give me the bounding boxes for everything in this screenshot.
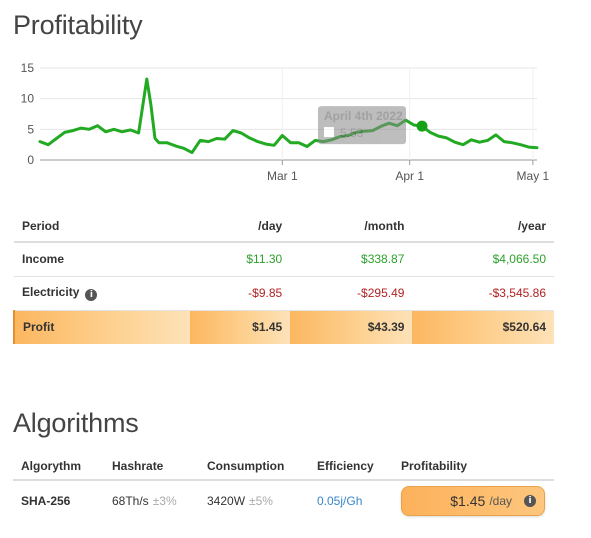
income-day: $11.30 <box>190 242 291 277</box>
tooltip-box <box>317 106 406 145</box>
profitability-value: $1.45 <box>450 492 486 509</box>
electricity-year: -$3,545.86 <box>412 276 554 311</box>
algorithms-title: Algorithms <box>13 408 139 438</box>
hover-point <box>416 120 428 132</box>
consumption-value: 3420W <box>207 493 246 508</box>
hashrate-cell: 68Th/s ±3% <box>104 480 199 520</box>
electricity-label: Electricity <box>22 285 80 299</box>
chart-y-axis: 0 5 10 15 <box>21 61 35 167</box>
profitability-cell: $1.45 /day i <box>393 480 554 520</box>
income-month: $338.87 <box>290 242 413 277</box>
table-row: SHA-256 68Th/s ±3% 3420W ±5% 0.05j/Gh $1.4… <box>13 480 554 520</box>
income-year: $4,066.50 <box>412 242 554 277</box>
profitability-chart[interactable]: 0 5 10 15 Mar 1 Apr 1 May 1 April 4th 2022 5.… <box>0 56 560 188</box>
electricity-day: -$9.85 <box>190 276 291 311</box>
profit-month: $43.39 <box>290 310 413 344</box>
tooltip-value: 5.53 <box>340 126 364 140</box>
col-hashrate: Hashrate <box>104 452 199 481</box>
hashrate-tolerance: ±3% <box>152 493 177 508</box>
col-profitability: Profitability <box>393 452 554 481</box>
series-line <box>38 77 539 155</box>
x-tick-label: Mar 1 <box>267 169 298 183</box>
y-tick-label: 15 <box>21 61 35 75</box>
electricity-month: -$295.49 <box>290 276 413 311</box>
hashrate-value: 68Th/s <box>112 493 149 508</box>
consumption-tolerance: ±5% <box>249 493 273 508</box>
profit-year: $520.64 <box>412 310 554 344</box>
income-row: Income $11.30 $338.87 $4,066.50 <box>14 242 554 277</box>
tooltip-swatch <box>323 127 334 138</box>
profit-row: Profit $1.45 $43.39 $520.64 <box>12 310 554 344</box>
col-efficiency: Efficiency <box>309 452 393 481</box>
col-period: Period <box>14 210 191 243</box>
income-label: Income <box>14 242 191 277</box>
efficiency-value: 0.05j/Gh <box>317 493 363 508</box>
col-day: /day <box>190 210 291 243</box>
col-algorithm: Algorythm <box>13 452 104 481</box>
y-tick-label: 5 <box>27 122 34 136</box>
profit-day: $1.45 <box>190 310 291 344</box>
table-header-row: Algorythm Hashrate Consumption Efficienc… <box>13 452 554 481</box>
consumption-cell: 3420W ±5% <box>199 480 309 520</box>
col-year: /year <box>412 210 554 243</box>
algorithms-table: Algorythm Hashrate Consumption Efficienc… <box>13 452 554 520</box>
efficiency-cell: 0.05j/Gh <box>309 480 393 520</box>
electricity-row: Electricity i -$9.85 -$295.49 -$3,545.86 <box>14 276 554 311</box>
profit-label: Profit <box>12 310 191 344</box>
y-tick-label: 10 <box>21 92 35 106</box>
profitability-unit: /day <box>489 493 512 508</box>
col-consumption: Consumption <box>199 452 309 481</box>
x-tick-label: May 1 <box>517 169 550 183</box>
profitability-badge[interactable]: $1.45 /day i <box>401 485 545 516</box>
col-month: /month <box>290 210 413 243</box>
chart-grid <box>40 67 537 161</box>
algorithm-name: SHA-256 <box>21 493 71 508</box>
x-tick-label: Apr 1 <box>395 169 424 183</box>
tooltip-date: April 4th 2022 <box>324 109 403 123</box>
info-icon[interactable]: i <box>85 289 98 301</box>
table-header-row: Period /day /month /year <box>14 210 554 243</box>
electricity-label-cell: Electricity i <box>14 276 191 311</box>
chart-tooltip: April 4th 2022 5.53 <box>317 106 406 145</box>
profitability-table: Period /day /month /year Income $11.30 $… <box>12 210 554 344</box>
profitability-title: Profitability <box>13 10 143 40</box>
info-icon[interactable]: i <box>524 494 536 507</box>
y-tick-label: 0 <box>27 153 34 167</box>
chart-x-axis: Mar 1 Apr 1 May 1 <box>267 160 550 183</box>
